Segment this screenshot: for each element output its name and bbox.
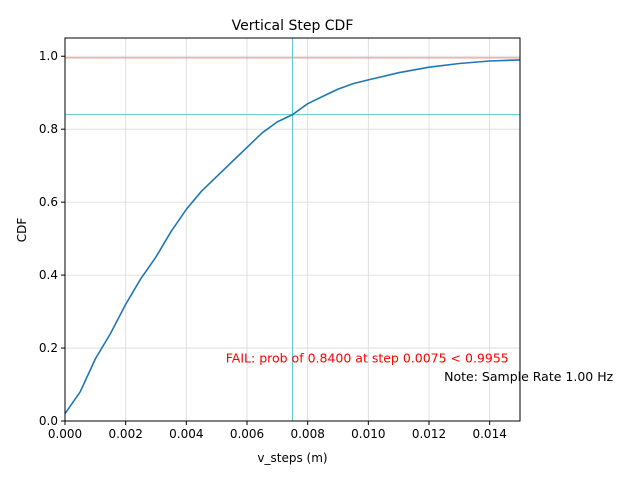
y-axis-ticks: 0.0 0.2 0.4 0.6 0.8 1.0 bbox=[39, 49, 65, 428]
y-tick-label: 0.8 bbox=[39, 122, 58, 136]
annotations: FAIL: prob of 0.8400 at step 0.0075 < 0.… bbox=[226, 351, 614, 384]
plot-frame bbox=[64, 37, 521, 422]
x-tick-label: 0.012 bbox=[412, 427, 446, 441]
x-axis-label: v_steps (m) bbox=[257, 451, 327, 465]
sample-rate-note: Note: Sample Rate 1.00 Hz bbox=[444, 369, 613, 384]
y-tick-label: 0.2 bbox=[39, 341, 58, 355]
x-axis-ticks: 0.000 0.002 0.004 0.006 0.008 0.010 0.012 0.014 bbox=[48, 421, 507, 441]
x-tick-label: 0.006 bbox=[230, 427, 264, 441]
chart-title: Vertical Step CDF bbox=[232, 18, 354, 34]
x-tick-label: 0.010 bbox=[351, 427, 385, 441]
y-tick-label: 1.0 bbox=[39, 49, 58, 63]
series-layer bbox=[64, 59, 521, 415]
x-tick-label: 0.004 bbox=[169, 427, 203, 441]
y-tick-label: 0.0 bbox=[39, 414, 58, 428]
cdf-series-line bbox=[64, 59, 521, 415]
y-axis-label: CDF bbox=[15, 218, 29, 243]
x-tick-label: 0.000 bbox=[48, 427, 82, 441]
y-tick-label: 0.4 bbox=[39, 268, 58, 282]
x-tick-label: 0.002 bbox=[108, 427, 142, 441]
x-tick-label: 0.008 bbox=[290, 427, 324, 441]
y-tick-label: 0.6 bbox=[39, 195, 58, 209]
x-tick-label: 0.014 bbox=[472, 427, 506, 441]
fail-annotation: FAIL: prob of 0.8400 at step 0.0075 < 0.… bbox=[226, 351, 509, 366]
